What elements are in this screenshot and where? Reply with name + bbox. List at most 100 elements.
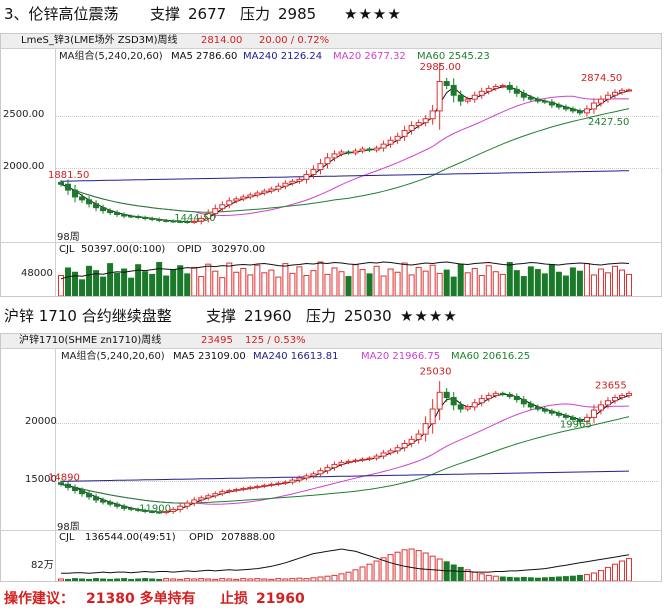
candle-body xyxy=(100,499,107,503)
candle-body xyxy=(254,485,261,488)
price-annotation: 23655 xyxy=(595,381,627,392)
price-annotation: 14890 xyxy=(48,472,80,483)
candle-body xyxy=(506,393,513,397)
volume-bar xyxy=(205,578,212,581)
advice-value: 21380 多单持有 xyxy=(86,591,196,607)
section1-pressure-value: 2985 xyxy=(278,5,317,23)
candle-body xyxy=(478,90,485,96)
volume-bar xyxy=(604,272,611,296)
chart2-volume-label: CJL xyxy=(59,532,75,543)
volume-bar xyxy=(268,269,275,296)
candle-body xyxy=(422,423,429,435)
volume-bar xyxy=(618,269,625,296)
candle-body xyxy=(303,173,310,180)
section1-title: 3、伦锌高位震荡 xyxy=(4,5,119,23)
candle-body xyxy=(121,214,128,217)
candle-body xyxy=(408,438,415,445)
volume-bar xyxy=(464,272,471,296)
volume-bar xyxy=(233,271,240,296)
candle-body xyxy=(471,94,478,100)
volume-bar xyxy=(86,578,93,581)
candle-body xyxy=(443,391,450,399)
candle-body xyxy=(324,157,331,165)
volume-bar xyxy=(387,268,394,296)
volume-bar xyxy=(142,578,149,581)
chart2-ma240: MA240 16613.81 xyxy=(253,351,339,362)
volume-bar xyxy=(373,560,380,581)
candle-body xyxy=(569,416,576,420)
section1-support-value: 2677 xyxy=(188,5,227,23)
volume-bar xyxy=(345,276,352,296)
volume-bar xyxy=(555,576,562,581)
volume-bar xyxy=(562,275,569,296)
candle-body xyxy=(149,510,156,513)
chart1-volume-label: CJL xyxy=(59,244,75,255)
volume-bar xyxy=(114,272,121,296)
volume-bar xyxy=(191,578,198,581)
candle-body xyxy=(247,486,254,489)
candle-body xyxy=(254,192,261,196)
candle-body xyxy=(331,463,338,469)
volume-bar xyxy=(191,266,198,296)
volume-bar xyxy=(100,276,107,296)
volume-bar xyxy=(485,574,492,581)
candle-body xyxy=(548,101,555,106)
candle-body xyxy=(261,190,268,194)
volume-bar xyxy=(170,578,177,581)
candle-body xyxy=(457,94,464,102)
volume-bar xyxy=(541,577,548,581)
volume-bar xyxy=(478,573,485,581)
volume-bar xyxy=(359,566,366,581)
volume-bar xyxy=(149,273,156,296)
candle-body xyxy=(226,200,233,206)
volume-bar xyxy=(219,578,226,581)
ma5-line xyxy=(60,86,630,223)
opid-line xyxy=(60,261,630,280)
volume-bar xyxy=(324,575,331,581)
chart1-period-label: 98周 xyxy=(57,232,80,243)
ma60-line xyxy=(60,108,630,213)
chart1-volume-value: 50397.00(0:100) xyxy=(81,244,166,255)
section1-stars: ★★★★ xyxy=(344,5,402,23)
candle-body xyxy=(562,106,569,110)
candle-body xyxy=(65,183,72,191)
candle-body xyxy=(611,91,618,96)
volume-bar xyxy=(429,264,436,296)
chart1-volume-legend: CJL 50397.00(0:100) OPID 302970.00 xyxy=(1,243,661,257)
candle-body xyxy=(555,412,562,416)
chart2-window-title: 沪锌1710(SHME zn1710)周线 xyxy=(19,335,162,346)
chart2-opid-value: 207888.00 xyxy=(221,532,276,543)
volume-bar xyxy=(485,265,492,296)
candle-body xyxy=(212,208,219,215)
candle-body xyxy=(184,502,191,507)
volume-bar xyxy=(576,270,583,296)
price-annotation: 11900 xyxy=(139,504,171,515)
section1-heading: 3、伦锌高位震荡 支撑 2677 压力 2985 ★★★★ xyxy=(4,3,644,25)
candle-body xyxy=(219,491,226,495)
price-annotation: 25030 xyxy=(420,366,452,377)
volume-bar xyxy=(93,270,100,296)
candle-body xyxy=(590,102,597,110)
candle-body xyxy=(366,148,373,151)
candle-body xyxy=(366,457,373,460)
candle-body xyxy=(268,188,275,192)
volume-bar xyxy=(422,270,429,296)
volume-bar xyxy=(380,557,387,581)
chart2-price-plot: 25030 23655 19965 14890 11900 xyxy=(48,366,632,515)
volume-bar xyxy=(170,269,177,296)
volume-bar xyxy=(282,263,289,296)
volume-bar xyxy=(163,275,170,296)
candle-body xyxy=(191,220,198,223)
section2-support-value: 21960 xyxy=(244,307,292,325)
volume-bar xyxy=(303,578,310,581)
volume-bar xyxy=(457,566,464,581)
volume-bar xyxy=(555,271,562,296)
volume-bar xyxy=(597,570,604,581)
candle-body xyxy=(464,98,471,102)
volume-bar xyxy=(576,574,583,581)
volume-bar xyxy=(359,269,366,296)
volume-bar xyxy=(226,578,233,581)
candle-body xyxy=(373,455,380,459)
candle-body xyxy=(604,400,611,406)
chart1-price-plot: 2985.00 2874.50 2427.50 1881.50 1444.50 xyxy=(48,62,632,225)
